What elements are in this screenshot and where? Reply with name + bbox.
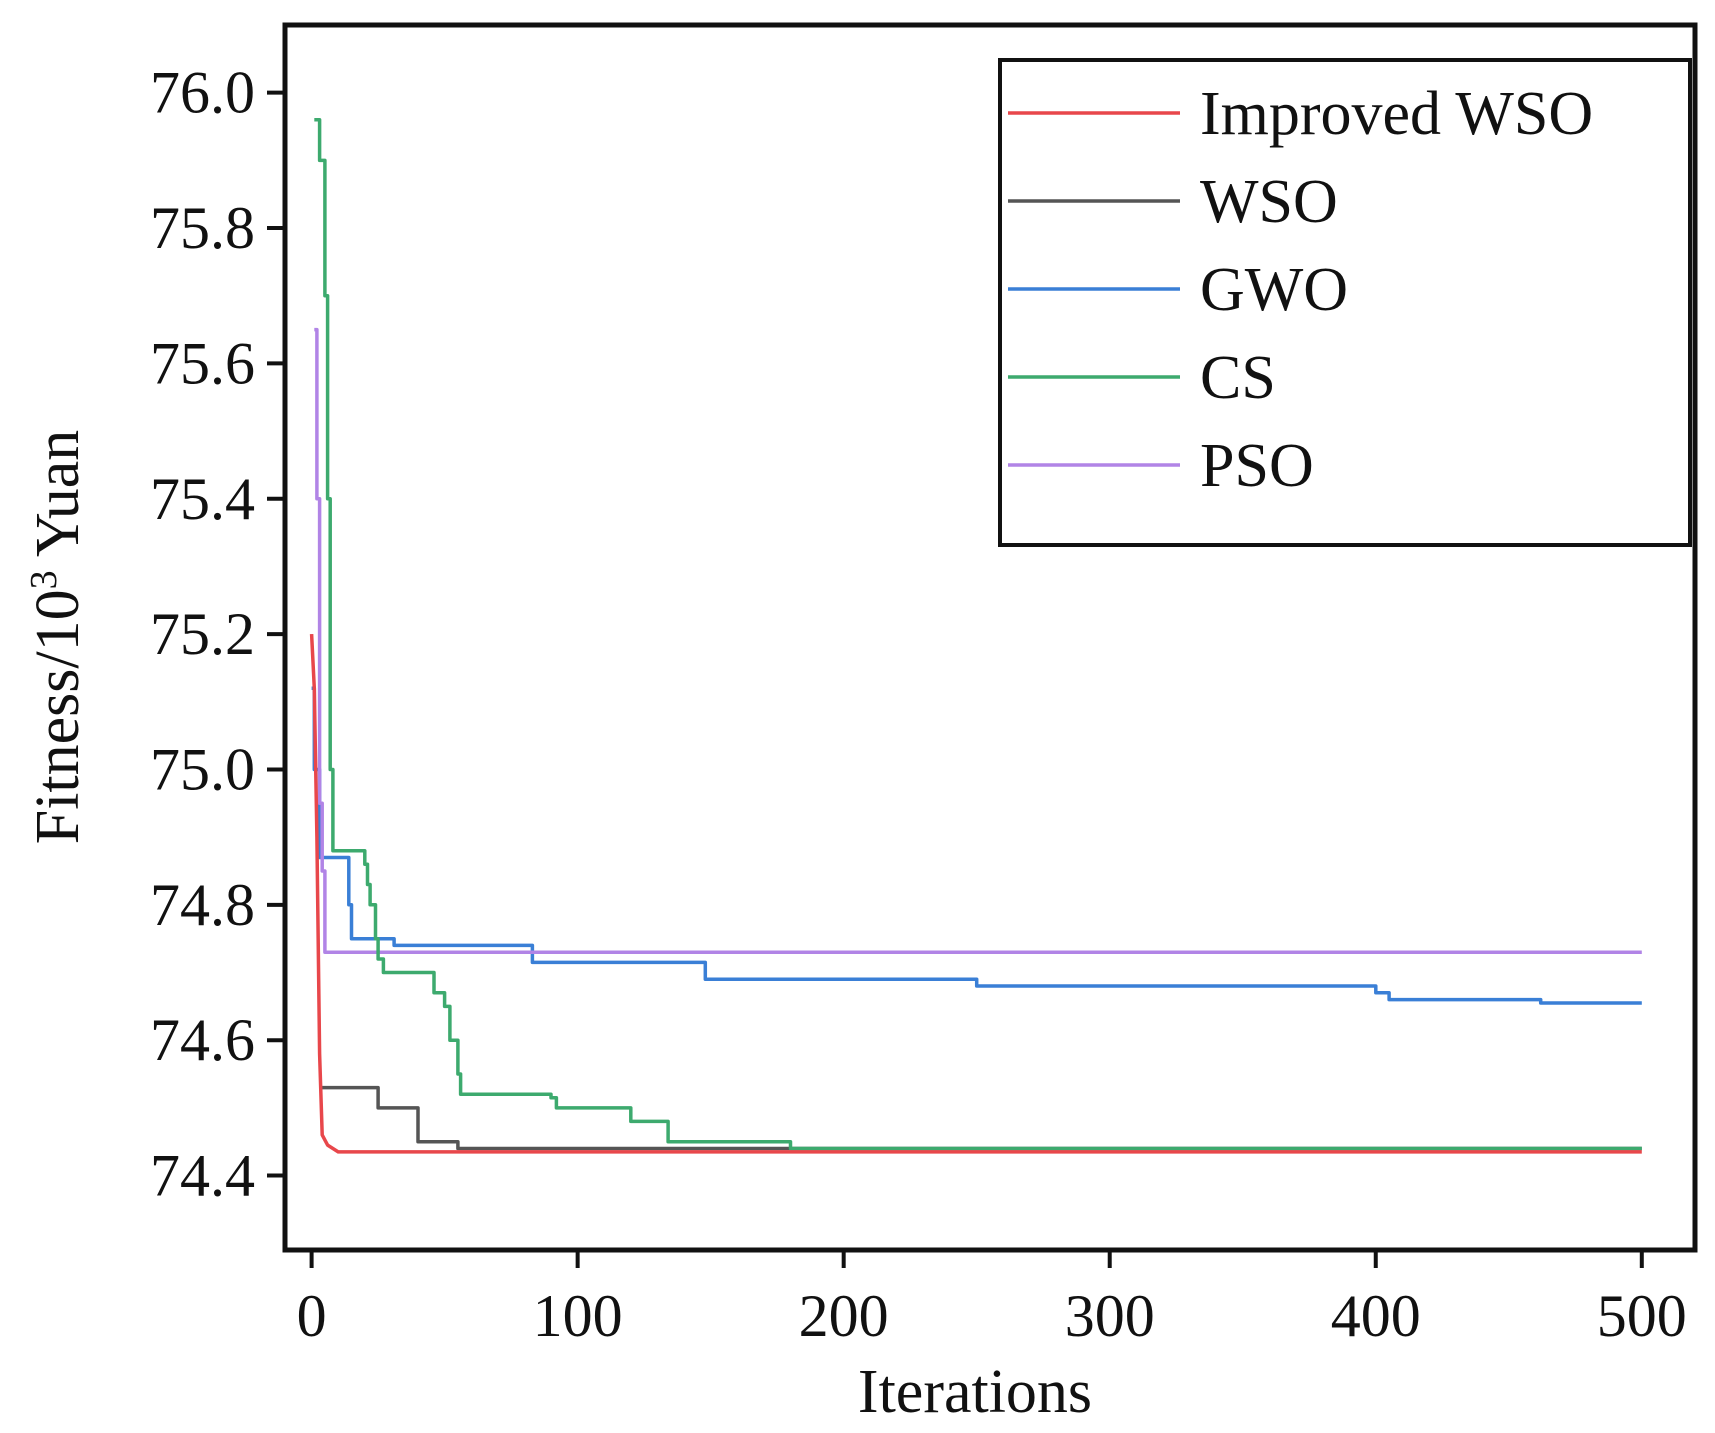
x-tick-label: 200 xyxy=(799,1283,889,1349)
series-lines xyxy=(309,118,1642,1154)
x-axis-title: Iterations xyxy=(858,1358,1092,1426)
y-axis-title-superscript: 3 xyxy=(23,570,65,589)
y-tick-label: 75.0 xyxy=(150,736,255,802)
series-line-improved-wso xyxy=(309,634,1642,1154)
y-tick-label: 74.4 xyxy=(150,1143,255,1209)
y-axis-title-suffix: Yuan xyxy=(24,430,92,571)
x-axis: 0 100 200 300 400 500 xyxy=(297,1250,1687,1349)
x-tick-label: 300 xyxy=(1065,1283,1155,1349)
x-tick-label: 0 xyxy=(297,1283,327,1349)
x-tick-label: 100 xyxy=(533,1283,623,1349)
y-tick-label: 74.6 xyxy=(150,1007,255,1073)
y-tick-label: 75.4 xyxy=(150,466,255,532)
plot-frame xyxy=(282,22,1698,1253)
x-tick-label: 400 xyxy=(1331,1283,1421,1349)
y-tick-label: 75.6 xyxy=(150,330,255,396)
legend-box xyxy=(998,58,1692,547)
y-tick-label: 75.2 xyxy=(150,601,255,667)
legend-label-wso: WSO xyxy=(1200,168,1338,236)
legend: Improved WSO WSO GWO CS PSO xyxy=(998,58,1692,547)
series-line-cs xyxy=(314,118,1642,1151)
x-tick-label: 500 xyxy=(1597,1283,1687,1349)
legend-label-improved-wso: Improved WSO xyxy=(1200,80,1593,148)
y-tick-label: 74.8 xyxy=(150,872,255,938)
y-tick-label: 76.0 xyxy=(150,60,255,126)
legend-label-pso: PSO xyxy=(1200,432,1314,500)
y-axis-title: Fitness/103 Yuan xyxy=(23,430,92,845)
y-axis-title-prefix: Fitness/10 xyxy=(24,589,92,844)
legend-label-gwo: GWO xyxy=(1200,256,1348,324)
series-line-wso xyxy=(319,1085,1642,1151)
legend-label-cs: CS xyxy=(1200,344,1276,412)
y-tick-label: 75.8 xyxy=(150,195,255,261)
series-line-gwo xyxy=(311,686,1642,1005)
legend-items: Improved WSO WSO GWO CS PSO xyxy=(1008,80,1593,500)
y-axis: 74.4 74.6 74.8 75.0 75.2 75.4 75.6 75.8 76.0 xyxy=(150,60,285,1209)
series-line-pso xyxy=(314,327,1642,954)
